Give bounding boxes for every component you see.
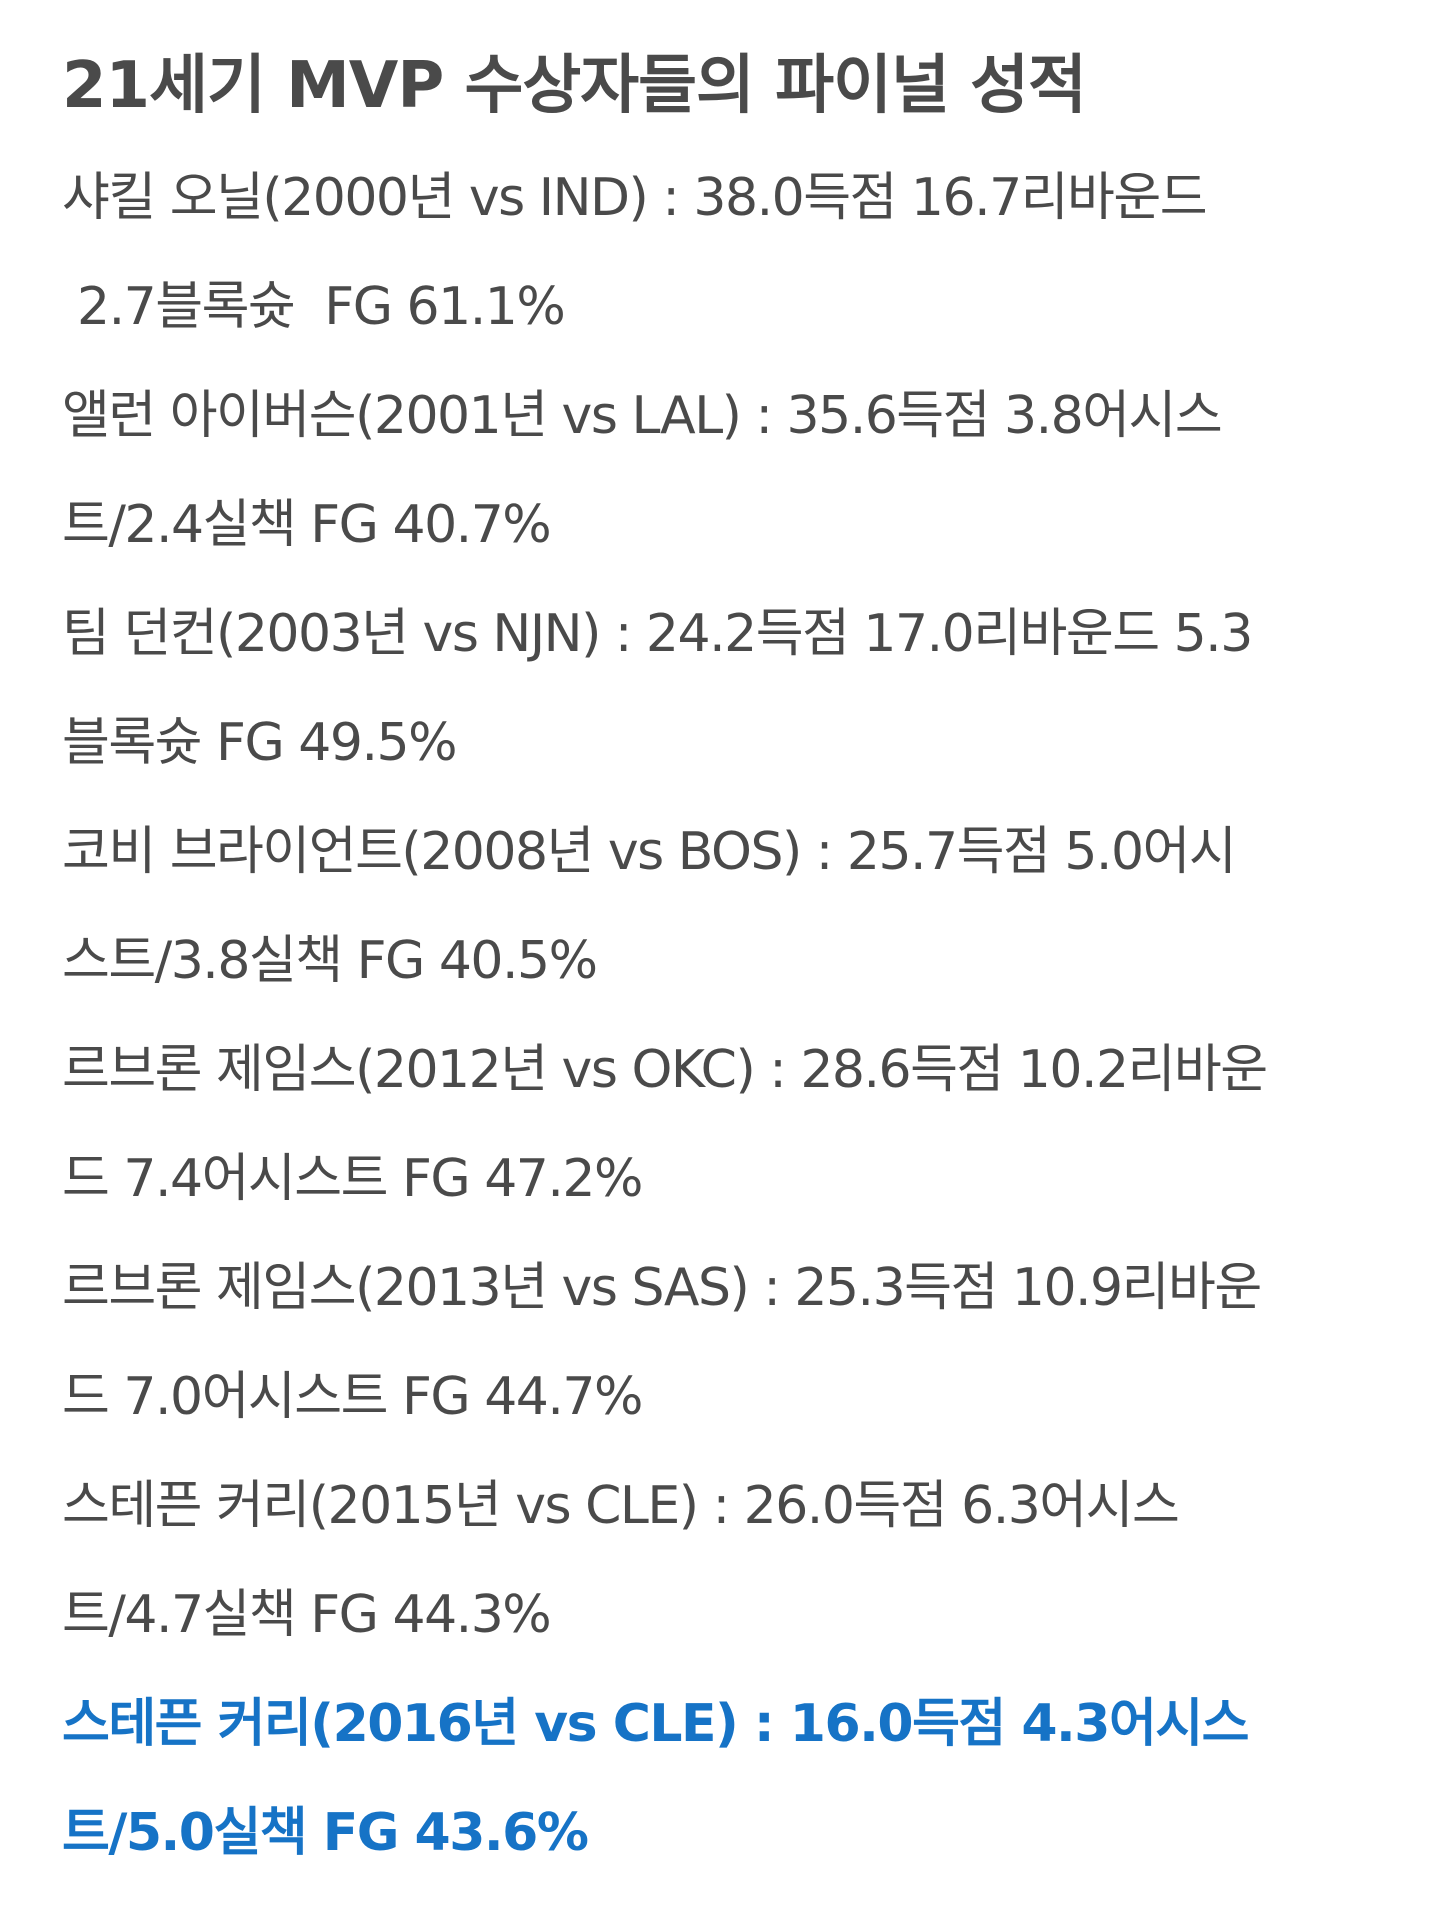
entry-tim-duncan-line2: 블록슛 FG 49.5%	[62, 713, 457, 773]
entry-lebron-2013-line2: 드 7.0어시스트 FG 44.7%	[62, 1367, 643, 1427]
entry-kobe-bryant-line1: 코비 브라이언트(2008년 vs BOS) : 25.7득점 5.0어시	[62, 822, 1237, 882]
entry-allen-iverson-line2: 트/2.4실책 FG 40.7%	[62, 495, 552, 555]
entry-lebron-2013-line1: 르브론 제임스(2013년 vs SAS) : 25.3득점 10.9리바운	[62, 1258, 1262, 1318]
entry-allen-iverson-line1: 앨런 아이버슨(2001년 vs LAL) : 35.6득점 3.8어시스	[62, 386, 1223, 446]
entry-curry-2015-line2: 트/4.7실책 FG 44.3%	[62, 1585, 552, 1645]
entry-shaquille-oneal-line2: 2.7블록슛 FG 61.1%	[62, 277, 566, 337]
entry-curry-2016-line2-highlighted: 트/5.0실책 FG 43.6%	[62, 1803, 589, 1863]
entry-curry-2015-line1: 스테픈 커리(2015년 vs CLE) : 26.0득점 6.3어시스	[62, 1476, 1180, 1536]
entry-curry-2016-line1-highlighted: 스테픈 커리(2016년 vs CLE) : 16.0득점 4.3어시스	[62, 1694, 1250, 1754]
entry-lebron-2012-line1: 르브론 제임스(2012년 vs OKC) : 28.6득점 10.2리바운	[62, 1040, 1268, 1100]
entry-shaquille-oneal-line1: 샤킬 오닐(2000년 vs IND) : 38.0득점 16.7리바운드	[62, 168, 1208, 228]
page-title: 21세기 MVP 수상자들의 파이널 성적	[62, 49, 1087, 123]
entry-kobe-bryant-line2: 스트/3.8실책 FG 40.5%	[62, 931, 598, 991]
entry-tim-duncan-line1: 팀 던컨(2003년 vs NJN) : 24.2득점 17.0리바운드 5.3	[62, 604, 1253, 664]
entry-lebron-2012-line2: 드 7.4어시스트 FG 47.2%	[62, 1149, 643, 1209]
